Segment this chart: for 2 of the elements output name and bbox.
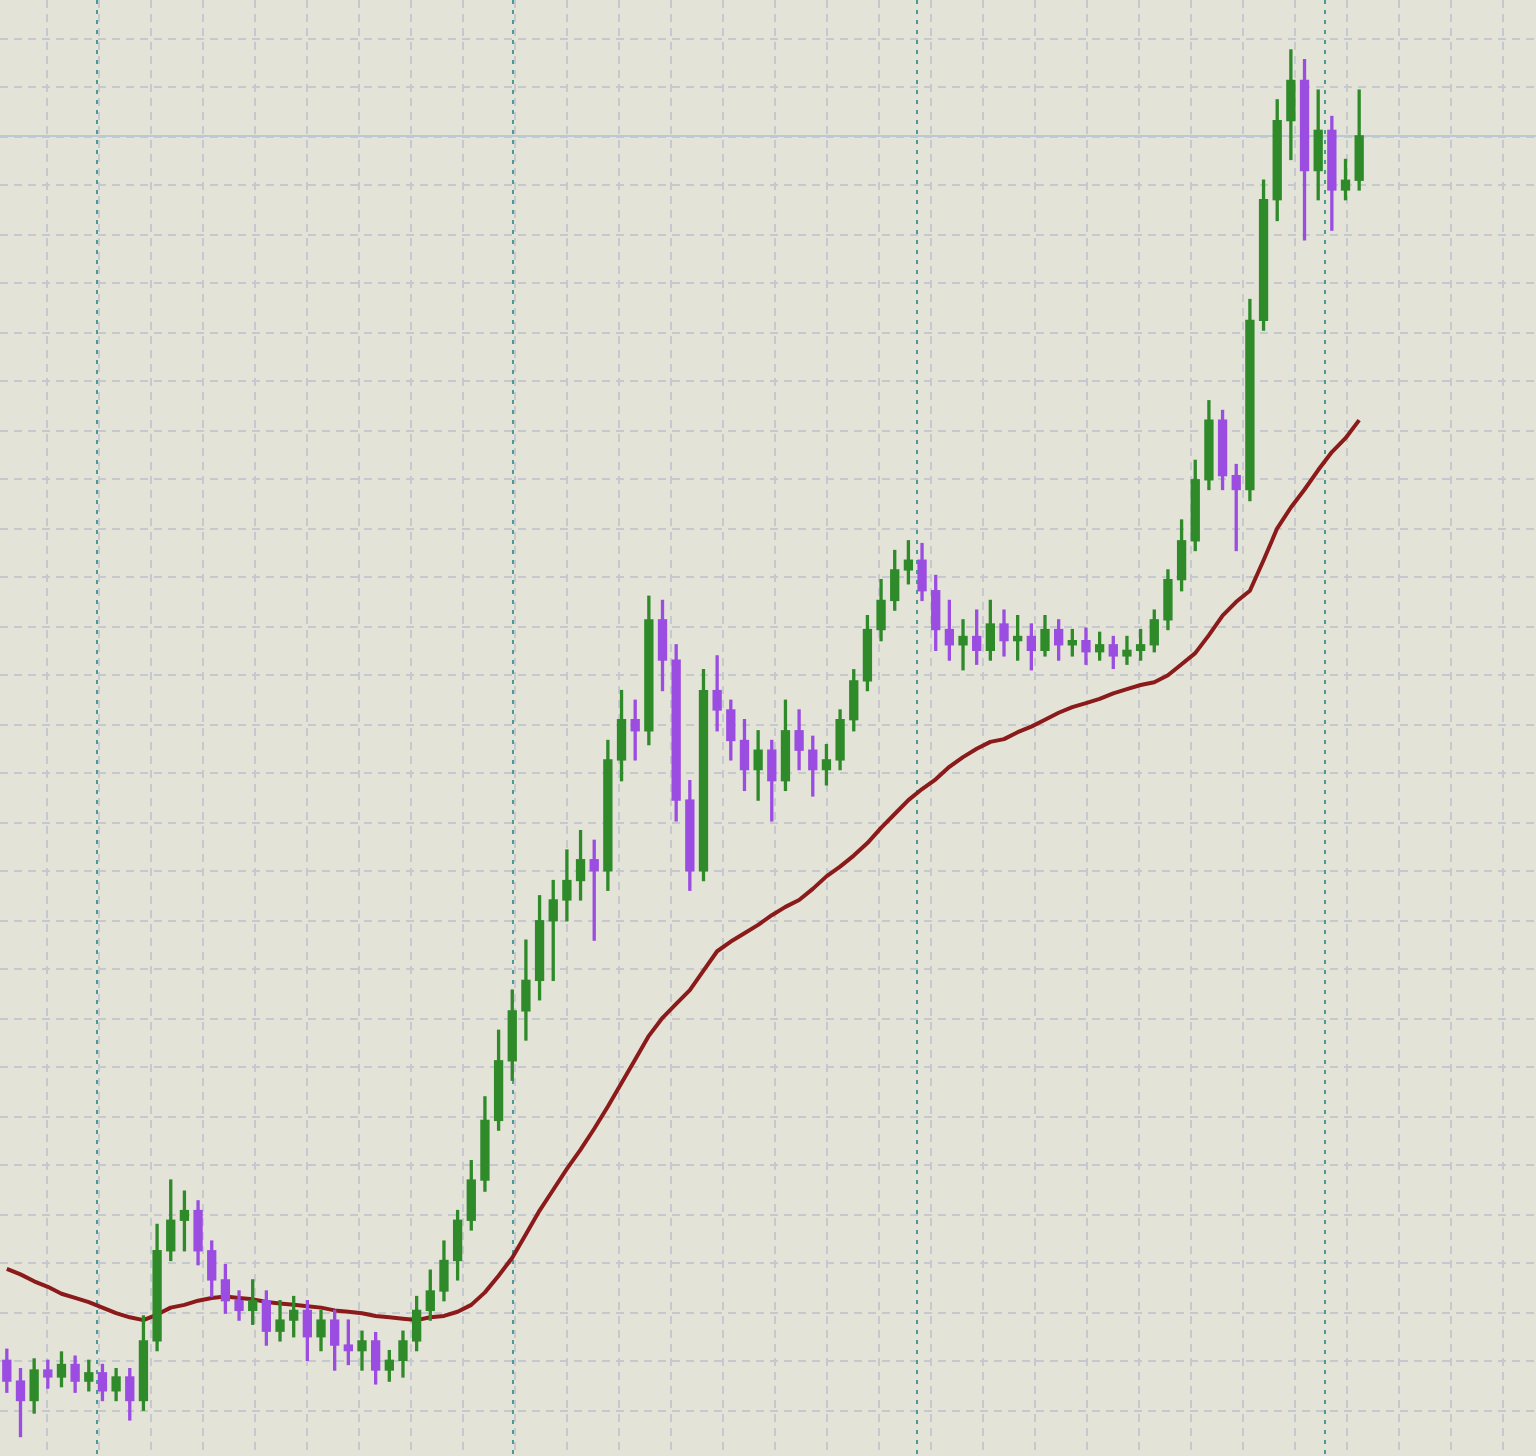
candlestick: [958, 619, 968, 671]
candlestick: [1122, 635, 1132, 665]
